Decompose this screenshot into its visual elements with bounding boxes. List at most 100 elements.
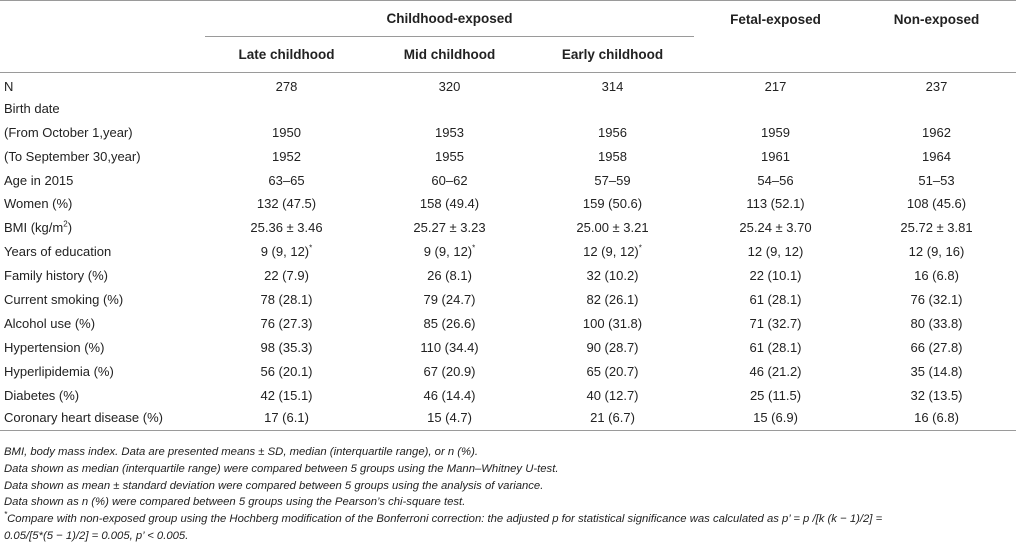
cell-mid: 67 (20.9) (423, 363, 476, 379)
cell-mid: 85 (26.6) (423, 315, 476, 331)
cell-early: 21 (6.7) (531, 406, 694, 432)
cell-mid: 9 (9, 12)* (368, 240, 531, 264)
cell-mid: 1955 (435, 148, 464, 164)
row-label: Years of education (4, 244, 112, 260)
row-label: Family history (%) (4, 268, 109, 284)
cell-early: 159 (50.6) (582, 196, 643, 212)
cell-non: 16 (6.8) (914, 268, 959, 284)
significance-mark: * (472, 243, 476, 253)
cell-late: 76 (27.3) (260, 315, 313, 331)
table-row: (From October 1,year) 1950 1953 1956 195… (0, 120, 1016, 144)
cell-non: 16 (6.8) (857, 406, 1016, 432)
cell-late: 42 (15.1) (260, 387, 313, 403)
cell-early: 25.00 ± 3.21 (576, 220, 649, 236)
cell-mid: 25.27 ± 3.23 (413, 220, 486, 236)
cell-fetal: 22 (10.1) (749, 268, 802, 284)
cell-fetal: 25.24 ± 3.70 (739, 220, 812, 236)
header-row-subgroups: Late childhood Mid childhood Early child… (0, 37, 1016, 73)
footnote-mark: * (4, 510, 8, 520)
cell-mid: 46 (14.4) (423, 387, 476, 403)
cell-non: 66 (27.8) (910, 339, 963, 355)
row-label: Diabetes (%) (4, 387, 80, 403)
header-row-groups: Childhood-exposed Fetal-exposed Non-expo… (0, 0, 1016, 73)
cell-non: 1962 (922, 124, 951, 140)
footnote-correction: *Compare with non-exposed group using th… (4, 511, 1009, 528)
cell-fetal: 61 (28.1) (749, 291, 802, 307)
cell-fetal: 25 (11.5) (749, 387, 802, 403)
table-body: N 278 320 314 217 237 Birth date (From O… (0, 73, 1016, 432)
row-label: Alcohol use (%) (4, 315, 96, 331)
cell-late: 1950 (272, 124, 301, 140)
cell-mid: 15 (4.7) (368, 406, 531, 432)
cell-value: 9 (9, 12) (423, 244, 473, 260)
header-late-childhood: Late childhood (238, 47, 335, 62)
header-mid-childhood: Mid childhood (403, 47, 496, 62)
cell-non: 35 (14.8) (910, 363, 963, 379)
row-label: N (4, 79, 14, 95)
header-childhood-exposed: Childhood-exposed (205, 0, 694, 37)
row-label-superscript: 2 (63, 219, 68, 229)
cell-non: 108 (45.6) (906, 196, 967, 212)
table-row: N 278 320 314 217 237 (0, 73, 1016, 97)
cell-early: 82 (26.1) (586, 291, 639, 307)
cell-mid: 26 (8.1) (427, 268, 472, 284)
cell-fetal: 12 (9, 12) (747, 244, 804, 260)
cell-non (857, 96, 1016, 120)
cell-late: 22 (7.9) (264, 268, 309, 284)
table-row: Hyperlipidemia (%) 56 (20.1) 67 (20.9) 6… (0, 359, 1016, 383)
header-blank (0, 0, 205, 37)
cell-late: 9 (9, 12)* (205, 240, 368, 264)
footnote-text: Compare with non-exposed group using the… (7, 513, 883, 526)
cell-mid (368, 96, 531, 120)
cell-late: 1952 (272, 148, 301, 164)
cell-mid: 1953 (435, 124, 464, 140)
cell-early: 65 (20.7) (586, 363, 639, 379)
row-label: Hyperlipidemia (%) (4, 363, 114, 379)
cell-fetal: 46 (21.2) (749, 363, 802, 379)
cell-early: 1958 (598, 148, 627, 164)
cell-mid: 60–62 (431, 172, 468, 188)
cell-early: 57–59 (594, 172, 631, 188)
row-label: Coronary heart disease (%) (0, 406, 205, 432)
row-label: Age in 2015 (4, 172, 74, 188)
table-row: (To September 30,year) 1952 1955 1958 19… (0, 144, 1016, 168)
characteristics-table: Childhood-exposed Fetal-exposed Non-expo… (0, 0, 1016, 432)
footnote: Data shown as n (%) were compared betwee… (4, 496, 466, 509)
cell-non: 76 (32.1) (910, 291, 963, 307)
cell-late: 132 (47.5) (256, 196, 317, 212)
table-row: Years of education 9 (9, 12)* 9 (9, 12)*… (0, 240, 1016, 264)
header-blank-2 (0, 37, 205, 73)
footnote: Data shown as mean ± standard deviation … (4, 479, 544, 492)
cell-early: 100 (31.8) (582, 315, 643, 331)
row-label: Hypertension (%) (4, 339, 105, 355)
cell-late (205, 96, 368, 120)
table-footnotes: BMI, body mass index. Data are presented… (4, 444, 1009, 545)
significance-mark: * (638, 243, 642, 253)
cell-late: 98 (35.3) (260, 339, 313, 355)
cell-non: 80 (33.8) (910, 315, 963, 331)
cell-value: 12 (9, 12) (583, 244, 639, 260)
footnote: BMI, body mass index. Data are presented… (4, 446, 478, 458)
cell-early: 40 (12.7) (586, 387, 639, 403)
row-label: Current smoking (%) (4, 291, 124, 307)
table-row: Current smoking (%) 78 (28.1) 79 (24.7) … (0, 288, 1016, 312)
table-row: BMI (kg/m2) 25.36 ± 3.46 25.27 ± 3.23 25… (0, 216, 1016, 240)
header-fetal-exposed: Fetal-exposed (694, 0, 857, 73)
row-label-text: BMI (kg/m (4, 220, 64, 236)
table-row: Birth date (0, 96, 1016, 120)
cell-fetal: 1959 (761, 124, 790, 140)
cell-non: 12 (9, 16) (908, 244, 965, 260)
cell-mid: 79 (24.7) (423, 291, 476, 307)
cell-fetal (694, 96, 857, 120)
cell-non: 32 (13.5) (910, 387, 963, 403)
cell-non: 51–53 (918, 172, 955, 188)
table-row: Alcohol use (%) 76 (27.3) 85 (26.6) 100 … (0, 311, 1016, 335)
row-label: (From October 1,year) (4, 124, 133, 140)
cell-fetal: 15 (6.9) (694, 406, 857, 432)
cell-mid: 110 (34.4) (420, 339, 479, 355)
row-label: Women (%) (4, 196, 73, 212)
cell-non: 237 (925, 79, 948, 95)
cell-early: 1956 (598, 124, 627, 140)
cell-late: 63–65 (268, 172, 305, 188)
